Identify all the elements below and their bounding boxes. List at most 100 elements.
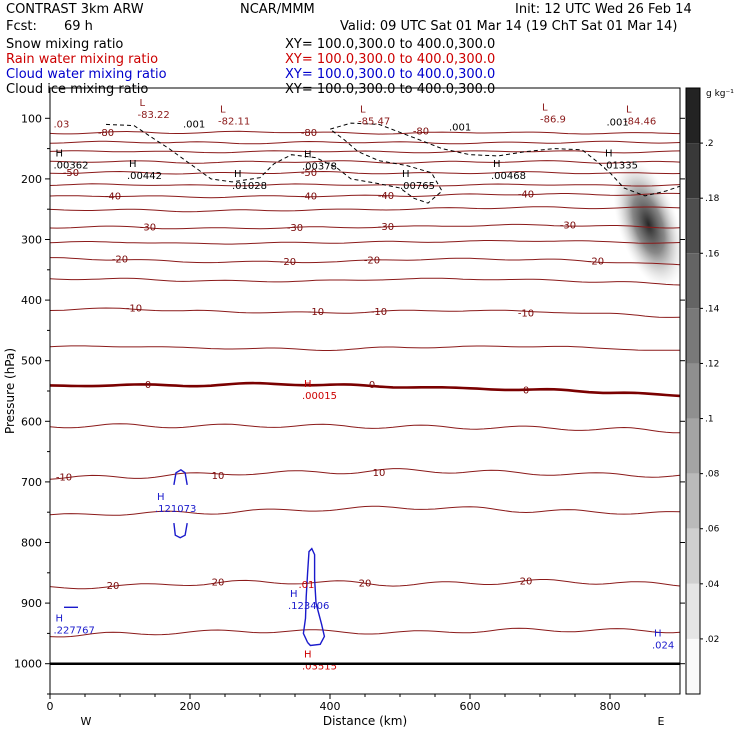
header-model: CONTRAST 3km ARW <box>6 2 144 17</box>
extremum-value-7: .01028 <box>232 181 267 192</box>
colorbar-label-6: .08 <box>705 470 720 480</box>
contour-label-15: -20 <box>364 256 380 267</box>
contour-15 <box>50 505 680 516</box>
extremum-kind-13: H <box>290 589 298 600</box>
extremum-kind-7: H <box>234 169 242 180</box>
x-tick-label-400: 400 <box>320 700 341 713</box>
misc-label-1: .001 <box>183 119 205 130</box>
contour-0 <box>50 381 680 398</box>
contour-label-25: 10 <box>212 471 225 482</box>
contour-label-1: -80 <box>301 128 317 139</box>
east-label: E <box>658 715 665 728</box>
extremum-value-17: .03515 <box>302 662 337 673</box>
x-tick-label-800: 800 <box>600 700 621 713</box>
contour-label-24: -10 <box>56 473 72 484</box>
contour-label-13: -20 <box>112 254 128 265</box>
extremum-value-9: .00765 <box>400 181 435 192</box>
header-org: NCAR/MMM <box>240 2 315 17</box>
extremum-kind-2: L <box>360 104 366 115</box>
y-tick-label-400: 400 <box>21 294 42 307</box>
cloud-water-contour-1 <box>173 468 188 486</box>
extremum-value-6: .00442 <box>127 171 162 182</box>
contour-25 <box>50 627 680 638</box>
extremum-kind-11: H <box>605 149 613 160</box>
cloud-water-contour-2 <box>173 522 188 539</box>
contour--25 <box>50 240 680 245</box>
y-tick-label-900: 900 <box>21 597 42 610</box>
y-axis-label: Pressure (hPa) <box>3 348 17 434</box>
contour-label-0: -80 <box>98 128 114 139</box>
colorbar: .2 .18 .16 .14 .12 .1 .08 .06 .04 .02 <box>685 87 720 695</box>
contour-label-22: 0 <box>369 380 375 391</box>
colorbar-label-9: .02 <box>705 635 719 645</box>
contour-label-10: -30 <box>287 223 303 234</box>
contour-label-4: -50 <box>301 168 317 179</box>
y-tick-label-800: 800 <box>21 537 42 550</box>
contour-label-16: -20 <box>588 256 604 267</box>
snow-max-area <box>613 160 680 288</box>
header-valid: Valid: 09 UTC Sat 01 Mar 14 (19 ChT Sat … <box>340 19 677 34</box>
y-tick-label-700: 700 <box>21 476 42 489</box>
extremum-value-4: -84.46 <box>624 116 656 127</box>
contour-label-20: -10 <box>518 308 534 319</box>
extremum-value-0: -83.22 <box>138 110 170 121</box>
colorbar-label-4: .12 <box>705 359 719 369</box>
misc-label-2: .001 <box>449 122 471 133</box>
colorbar-frame <box>685 87 701 695</box>
contour-label-17: -10 <box>126 304 142 315</box>
extrema-labels: L-83.22L-82.11L-85.47L-86.9L-84.46H.0036… <box>54 98 675 672</box>
contour-label-6: -40 <box>301 191 317 202</box>
field-xs-3: XY= 100.0,300.0 to 400.0,300.0 <box>285 82 495 97</box>
y-tick-label-200: 200 <box>21 173 42 186</box>
contour-label-9: -30 <box>140 222 156 233</box>
misc-label-3: .001 <box>607 118 629 129</box>
cloud-water-outlines <box>64 468 326 647</box>
field-xs-0: XY= 100.0,300.0 to 400.0,300.0 <box>285 37 495 52</box>
colorbar-label-3: .14 <box>705 304 720 314</box>
colorbar-segment-2 <box>686 198 700 254</box>
field-name-2: Cloud water mixing ratio <box>6 67 167 82</box>
x-tick-label-0: 0 <box>47 700 54 713</box>
colorbar-label-7: .06 <box>705 525 720 535</box>
extremum-value-12: .121073 <box>155 504 196 515</box>
y-tick-label-300: 300 <box>21 234 42 247</box>
extremum-value-8: .00378 <box>302 162 337 173</box>
colorbar-label-0: .2 <box>705 139 714 149</box>
extremum-value-14: .227767 <box>54 625 95 636</box>
snow-shading <box>613 160 680 288</box>
contour-label-19: -10 <box>371 307 387 318</box>
contour--10 <box>50 307 680 318</box>
misc-label-0: .03 <box>54 119 70 130</box>
contour-label-23: 0 <box>523 385 529 396</box>
contour-label-11: -30 <box>378 222 394 233</box>
extremum-value-1: -82.11 <box>218 116 250 127</box>
extremum-kind-10: H <box>493 159 501 170</box>
contour-label-12: -30 <box>560 221 576 232</box>
extremum-kind-8: H <box>304 150 312 161</box>
extremum-value-11: .01335 <box>603 161 638 172</box>
field-name-0: Snow mixing ratio <box>6 37 123 52</box>
y-tick-label-500: 500 <box>21 355 42 368</box>
colorbar-segment-8 <box>686 528 700 584</box>
extremum-value-5: .00362 <box>54 161 89 172</box>
west-label: W <box>81 715 92 728</box>
colorbar-segment-6 <box>686 418 700 474</box>
contour--70 <box>50 140 680 145</box>
field-legend: Snow mixing ratio XY= 100.0,300.0 to 400.… <box>6 37 495 97</box>
contour-label-27: 20 <box>107 581 120 592</box>
misc-label-4: .01 <box>299 580 315 591</box>
field-name-1: Rain water mixing ratio <box>6 52 158 67</box>
contour--50 <box>50 170 680 175</box>
colorbar-segment-1 <box>686 143 700 199</box>
contour-label-5: -40 <box>105 191 121 202</box>
extremum-value-3: -86.9 <box>540 114 566 125</box>
x-axis-label: Distance (km) <box>323 714 407 728</box>
field-xs-2: XY= 100.0,300.0 to 400.0,300.0 <box>285 67 495 82</box>
header-fcst-label: Fcst: <box>6 19 37 34</box>
colorbar-segment-0 <box>686 88 700 144</box>
extremum-kind-15: H <box>654 628 662 639</box>
extremum-kind-0: L <box>140 98 146 109</box>
extremum-kind-17: H <box>304 650 312 661</box>
colorbar-segment-10 <box>686 638 700 694</box>
